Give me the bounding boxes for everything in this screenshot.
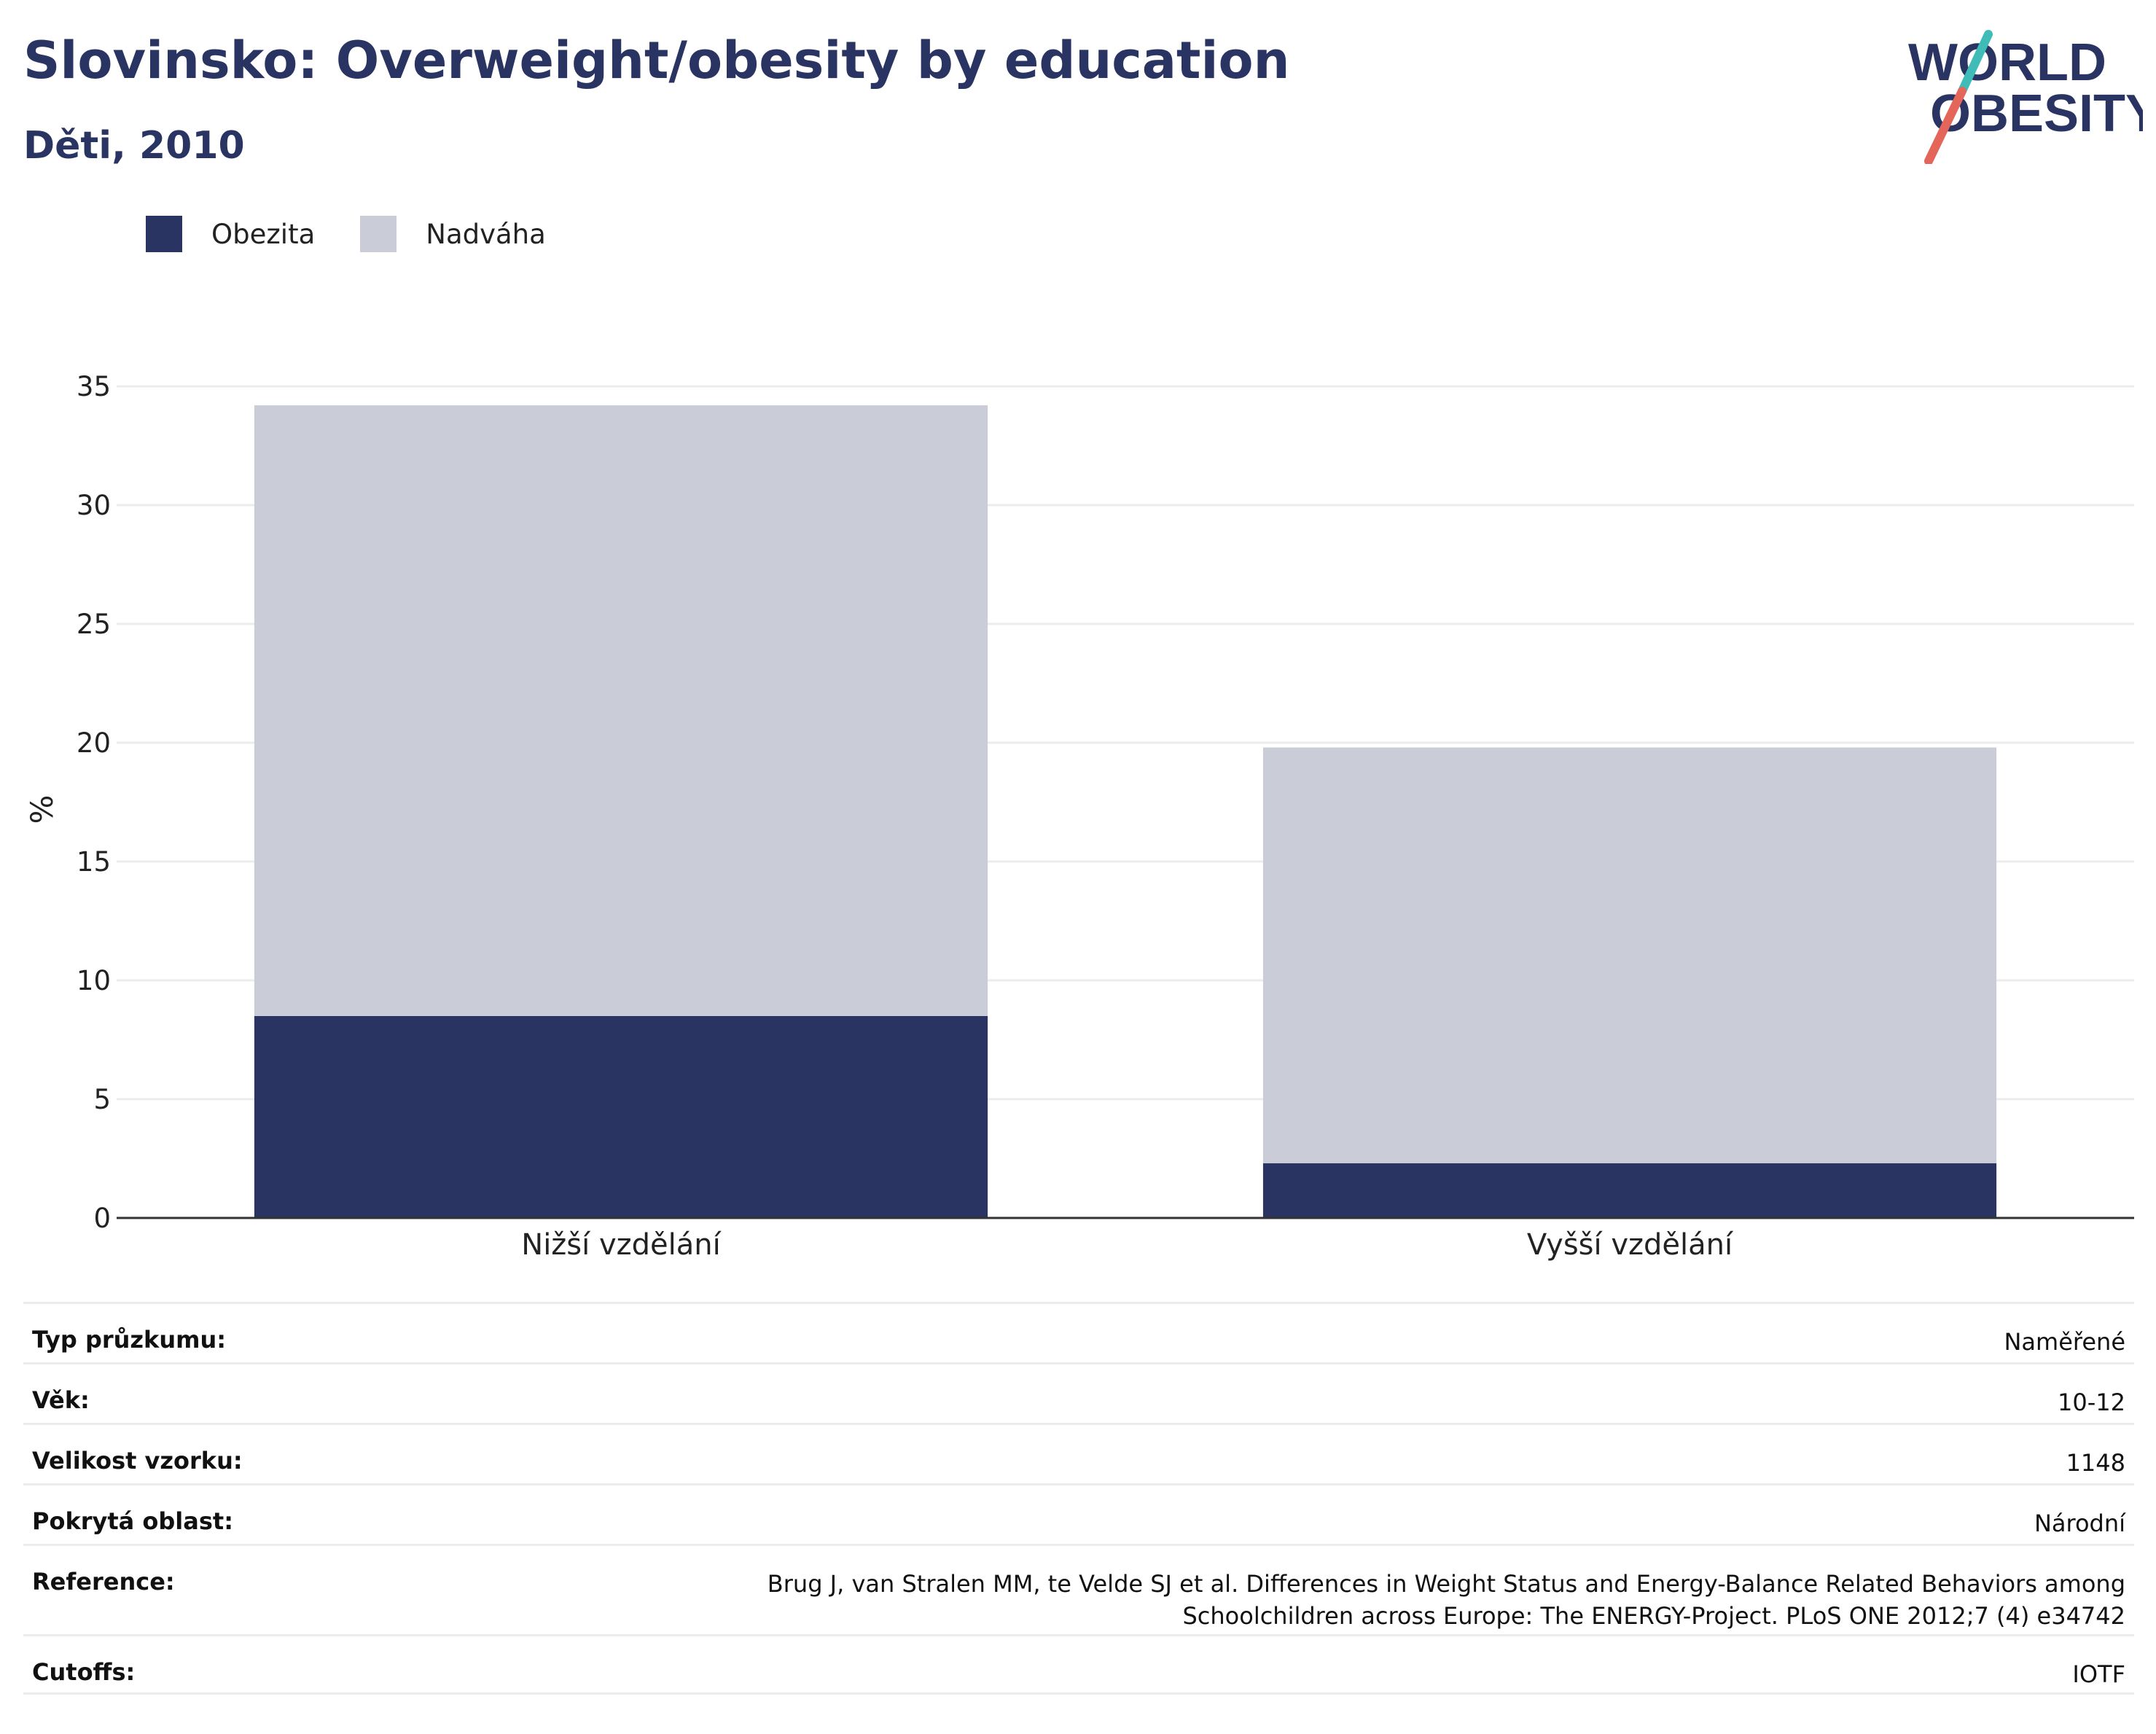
bar-nadvaha-2 bbox=[1262, 747, 1997, 1164]
logo-slash-teal bbox=[1958, 30, 1993, 95]
bar-nadvaha-1 bbox=[254, 405, 988, 1016]
y-axis-title: % bbox=[24, 795, 60, 824]
info-row-cutoffs: Cutoffs: IOTF bbox=[23, 1634, 2134, 1695]
survey-info-table: Typ průzkumu: Naměřené Věk: 10-12 Veliko… bbox=[23, 1302, 2134, 1695]
info-row-age: Věk: 10-12 bbox=[23, 1362, 2134, 1423]
y-tick-label: 20 bbox=[77, 727, 111, 759]
info-row-sample-size: Velikost vzorku: 1148 bbox=[23, 1423, 2134, 1483]
info-key: Věk: bbox=[32, 1386, 90, 1414]
chart-title: Slovinsko: Overweight/obesity by educati… bbox=[23, 31, 1290, 90]
info-row-reference: Reference: Brug J, van Stralen MM, te Ve… bbox=[23, 1544, 2134, 1634]
info-value: 10-12 bbox=[2058, 1389, 2125, 1416]
legend: Obezita Nadváha bbox=[146, 216, 591, 252]
info-key: Velikost vzorku: bbox=[32, 1447, 243, 1475]
legend-swatch-nadvaha bbox=[360, 216, 397, 252]
logo-text-world: WORLD bbox=[1908, 34, 2106, 92]
info-key: Pokrytá oblast: bbox=[32, 1507, 233, 1535]
info-key: Typ průzkumu: bbox=[32, 1326, 227, 1354]
info-row-survey-type: Typ průzkumu: Naměřené bbox=[23, 1302, 2134, 1362]
logo-slash-red bbox=[1924, 87, 1966, 164]
info-value-reference: Brug J, van Stralen MM, te Velde SJ et a… bbox=[767, 1570, 2125, 1630]
x-category-label: Nižší vzdělání bbox=[521, 1228, 722, 1262]
info-value: Národní bbox=[2034, 1510, 2125, 1537]
y-tick-label: 0 bbox=[93, 1203, 111, 1234]
legend-item-nadvaha[interactable]: Nadváha bbox=[360, 216, 546, 252]
info-value: 1148 bbox=[2066, 1449, 2125, 1477]
legend-swatch-obezita bbox=[146, 216, 182, 252]
bar-obezita-1 bbox=[254, 1015, 988, 1218]
legend-item-obezita[interactable]: Obezita bbox=[146, 216, 315, 252]
x-category-label: Vyšší vzdělání bbox=[1527, 1228, 1734, 1262]
info-key: Cutoffs: bbox=[32, 1658, 136, 1686]
legend-label-nadvaha: Nadváha bbox=[426, 218, 546, 250]
info-row-area-covered: Pokrytá oblast: Národní bbox=[23, 1483, 2134, 1544]
y-tick-label: 30 bbox=[77, 490, 111, 521]
y-tick-label: 10 bbox=[77, 965, 111, 996]
legend-label-obezita: Obezita bbox=[211, 218, 316, 250]
bar-obezita-2 bbox=[1262, 1163, 1997, 1218]
y-tick-label: 35 bbox=[77, 371, 111, 402]
logo-text-obesity: OBESITY bbox=[1930, 85, 2143, 143]
chart-subtitle: Děti, 2010 bbox=[23, 124, 245, 168]
y-tick-label: 25 bbox=[77, 609, 111, 640]
info-value: Naměřené bbox=[2004, 1328, 2125, 1356]
bar-chart: 0 5 10 15 20 25 30 35% Nižší vzdělání Vyšší vzděl… bbox=[24, 371, 2134, 1262]
y-tick-label: 5 bbox=[93, 1084, 111, 1115]
info-value: IOTF bbox=[2072, 1660, 2125, 1688]
info-key: Reference: bbox=[32, 1568, 175, 1596]
world-obesity-logo: WORLD OBESITY bbox=[1908, 30, 2143, 164]
y-tick-label: 15 bbox=[77, 846, 111, 878]
